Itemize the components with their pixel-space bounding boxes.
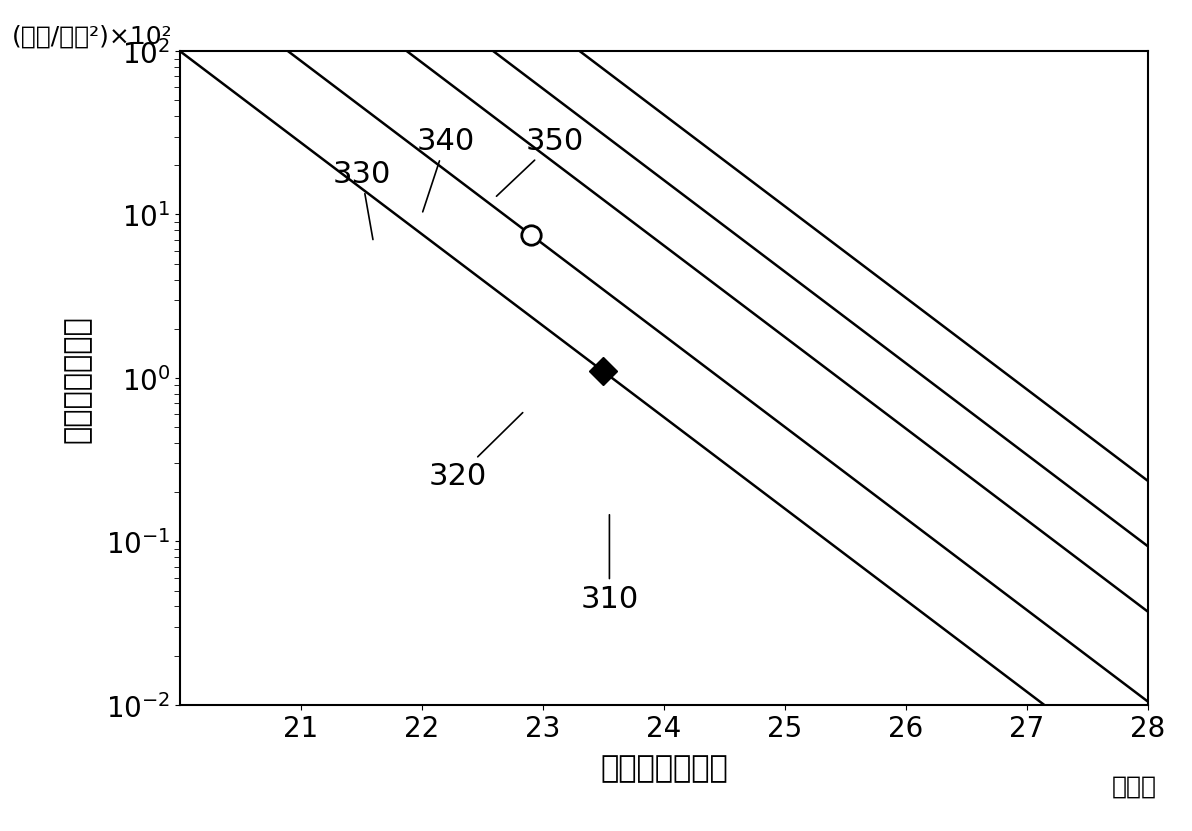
X-axis label: 等效氧化层厚度: 等效氧化层厚度 — [600, 754, 727, 783]
Y-axis label: 栅极漏电流密度: 栅极漏电流密度 — [63, 315, 92, 442]
Text: 320: 320 — [429, 413, 522, 491]
Text: 310: 310 — [581, 515, 638, 613]
Text: (安培/公分²)×10²: (安培/公分²)×10² — [12, 25, 173, 49]
Text: 330: 330 — [333, 160, 390, 240]
Text: 350: 350 — [496, 127, 584, 197]
Text: 340: 340 — [417, 127, 474, 213]
Text: （埃）: （埃） — [1111, 774, 1156, 798]
